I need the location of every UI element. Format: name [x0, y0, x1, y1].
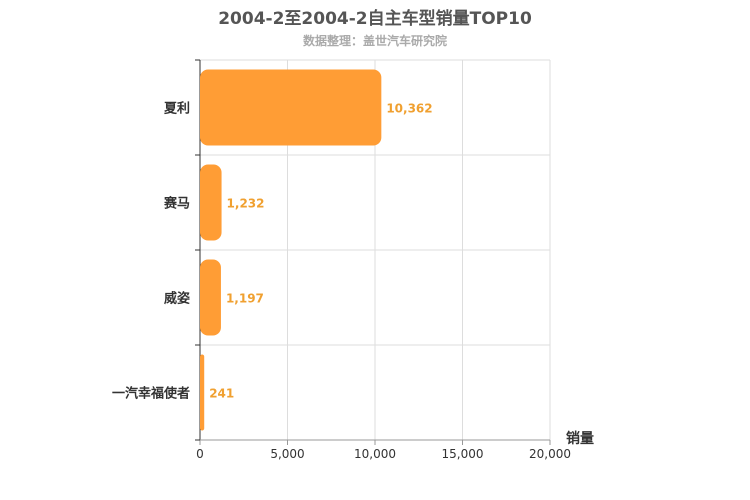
- labels: 0 5,000 10,000 15,000 20,000 夏利 10,362 赛马 1,232 威…: [112, 101, 571, 462]
- bar-1: [200, 164, 222, 241]
- bar-2: [200, 259, 221, 336]
- x-tick-label: 5,000: [270, 447, 304, 461]
- bar-3: [200, 354, 205, 431]
- data-label: 1,197: [226, 292, 264, 306]
- data-label: 241: [209, 387, 234, 401]
- bar-0: [200, 69, 382, 146]
- bars: [200, 69, 382, 431]
- chart-title: 2004-2至2004-2自主车型销量TOP10: [218, 9, 532, 29]
- category-label: 夏利: [163, 101, 190, 117]
- x-axis-title: 销量: [566, 430, 594, 447]
- x-tick-label: 20,000: [529, 447, 571, 461]
- category-label: 一汽幸福使者: [112, 386, 190, 402]
- x-tick-label: 15,000: [442, 447, 484, 461]
- x-tick-label: 0: [196, 447, 204, 461]
- category-label: 威姿: [164, 291, 190, 307]
- data-label: 10,362: [386, 102, 432, 116]
- chart-subtitle: 数据整理：盖世汽车研究院: [302, 34, 447, 48]
- category-label: 赛马: [163, 196, 190, 212]
- x-tick-label: 10,000: [354, 447, 396, 461]
- data-label: 1,232: [227, 197, 265, 211]
